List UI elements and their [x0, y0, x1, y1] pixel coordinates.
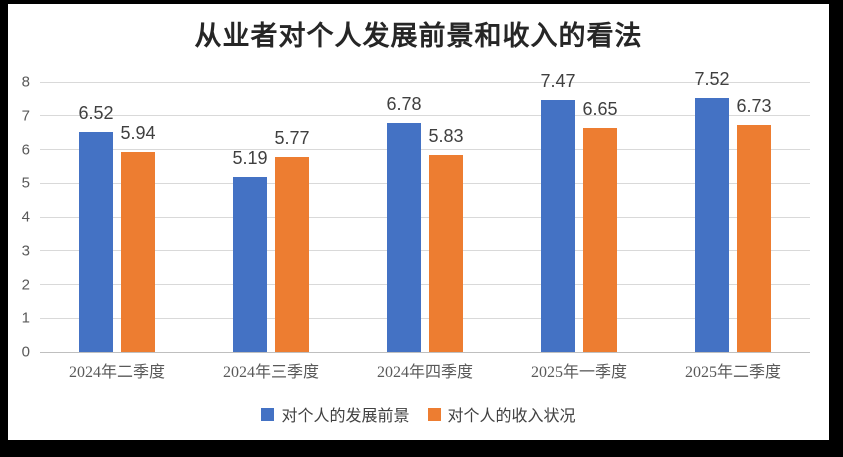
bar-pair: 6.78 5.83	[348, 82, 502, 352]
bar-pair: 5.19 5.77	[194, 82, 348, 352]
x-tick-label: 2025年一季度	[530, 364, 627, 381]
legend-label: 对个人的收入状况	[447, 408, 576, 425]
gridline	[40, 317, 810, 319]
gridline	[40, 250, 810, 252]
bar-value-label: 5.83	[428, 126, 464, 147]
chart-title: 从业者对个人发展前景和收入的看法	[194, 21, 643, 51]
bar-group: 5.19 5.77	[194, 82, 348, 352]
y-tick-label: 5	[21, 174, 30, 192]
x-tick-label: 2024年四季度	[376, 364, 473, 381]
bar-income-status: 6.73	[736, 97, 772, 352]
bar-value-label: 5.77	[274, 128, 310, 149]
y-tick-label: 4	[21, 208, 30, 226]
gridline	[40, 182, 810, 184]
y-tick-label: 6	[21, 141, 30, 158]
x-tick-label: 2025年二季度	[684, 364, 781, 381]
x-axis-line	[40, 351, 810, 353]
bar-income-status: 5.77	[274, 129, 310, 352]
y-tick-label: 1	[21, 309, 30, 327]
legend-swatch-development-prospects	[261, 407, 275, 421]
bar-value-label: 6.65	[582, 98, 618, 119]
legend-swatch-income-status	[427, 407, 441, 421]
bar-pair: 7.52 6.73	[656, 70, 810, 352]
bar-development-prospects: 6.78	[386, 95, 422, 352]
bar-pair: 6.52 5.94	[40, 82, 194, 352]
x-axis: 2024年二季度 2024年三季度 2024年四季度 2025年一季度 2025年二季度	[40, 358, 810, 382]
legend: 对个人的发展前景 对个人的收入状况	[8, 402, 829, 426]
bar-value-label: 7.52	[694, 69, 730, 90]
bar-income-status: 5.94	[120, 124, 156, 352]
y-tick-label: 2	[21, 276, 30, 293]
gridline	[40, 115, 810, 117]
bar-group: 7.52 6.73	[656, 70, 810, 352]
bar-development-prospects: 5.19	[232, 149, 268, 352]
x-tick-label: 2024年三季度	[222, 364, 319, 381]
bar-pair: 7.47 6.65	[502, 72, 656, 352]
legend-label: 对个人的发展前景	[281, 408, 410, 425]
gridline	[40, 284, 810, 285]
legend-item-development-prospects: 对个人的发展前景	[261, 402, 410, 426]
bar-development-prospects: 7.47	[540, 72, 576, 352]
bar-value-label: 7.47	[540, 70, 576, 91]
bar-value-label: 6.73	[736, 95, 772, 116]
y-tick-label: 0	[21, 343, 30, 361]
legend-item-income-status: 对个人的收入状况	[427, 402, 576, 426]
bar-group: 7.47 6.65	[502, 72, 656, 352]
bar-value-label: 5.94	[120, 122, 156, 143]
bar-value-label: 5.19	[232, 147, 268, 168]
bar-value-label: 6.52	[78, 102, 114, 123]
bar-group: 6.52 5.94	[40, 82, 194, 352]
bar-income-status: 5.83	[428, 127, 464, 352]
bar-income-status: 6.65	[582, 100, 618, 352]
gridline	[40, 216, 810, 218]
bar-development-prospects: 6.52	[78, 104, 114, 352]
x-tick-label: 2024年二季度	[68, 364, 165, 381]
gridline	[40, 81, 810, 83]
bar-group: 6.78 5.83	[348, 82, 502, 352]
gridline	[40, 149, 810, 150]
y-tick-label: 8	[21, 73, 30, 91]
y-axis: 0 1 2 3 4 5 6 7 8	[8, 74, 34, 361]
plot-area: 6.52 5.94 5.19 5.77 6.78 5.83 7.47 6.65 7.52 6.73	[40, 70, 810, 353]
y-tick-label: 3	[21, 242, 30, 260]
bar-development-prospects: 7.52	[694, 70, 730, 352]
bar-value-label: 6.78	[386, 94, 422, 115]
y-tick-label: 7	[21, 107, 30, 125]
